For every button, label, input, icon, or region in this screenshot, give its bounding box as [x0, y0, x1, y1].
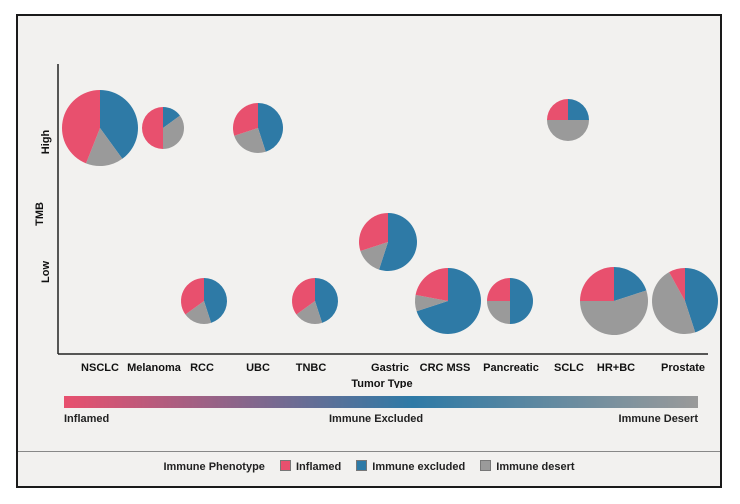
legend-label-immune-desert: Immune desert: [496, 461, 575, 473]
pie-slice-melanoma-immune-excluded: [163, 107, 180, 128]
legend-swatch-immune-desert: [480, 460, 492, 471]
x-axis-title: Tumor Type: [351, 378, 412, 388]
pie-slice-rcc-inflamed: [181, 278, 204, 315]
pie-slice-ubc-immune-desert: [234, 128, 266, 153]
pie-slice-ubc-inflamed: [233, 103, 258, 136]
bubble-pie-chart: Low High TMB NSCLC Melanoma RCC UBC TNBC Gastric…: [34, 64, 718, 388]
pie-slice-melanoma-inflamed: [142, 107, 163, 149]
legend: Immune Phenotype Inflamed Immune exclude…: [18, 460, 720, 473]
x-tick-label-ubc: UBC: [246, 362, 270, 374]
pie-slice-prostate-immune-excluded: [685, 268, 718, 333]
pie-slice-hr-bc-inflamed: [580, 267, 614, 301]
x-tick-label-rcc: RCC: [190, 362, 214, 374]
x-tick-label-hr-bc: HR+BC: [597, 362, 635, 374]
pie-slice-rcc-immune-excluded: [204, 278, 227, 323]
x-tick-label-nsclc: NSCLC: [81, 362, 119, 374]
pie-slice-crc-mss-inflamed: [415, 268, 448, 301]
legend-label-immune-excluded: Immune excluded: [372, 461, 466, 473]
gradient-label-immune-excluded: Immune Excluded: [329, 413, 424, 425]
pie-slice-sclc-inflamed: [547, 99, 568, 120]
x-tick-label-gastric: Gastric: [371, 362, 409, 374]
pie-slice-gastric-immune-desert: [360, 242, 388, 270]
figure-frame: Low High TMB NSCLC Melanoma RCC UBC TNBC Gastric…: [16, 14, 722, 488]
y-axis-title: TMB: [34, 202, 46, 226]
divider: [18, 451, 720, 452]
phenotype-gradient-bar: [64, 396, 698, 408]
x-tick-label-melanoma: Melanoma: [127, 362, 182, 374]
legend-swatch-inflamed: [280, 460, 291, 471]
pie-slice-tnbc-immune-excluded: [315, 278, 338, 323]
pie-slice-rcc-immune-desert: [185, 301, 212, 324]
legend-title: Immune Phenotype: [163, 460, 265, 473]
legend-label-inflamed: Inflamed: [296, 461, 342, 473]
gradient-label-inflamed: Inflamed: [64, 413, 110, 425]
y-tick-label-low: Low: [40, 261, 52, 283]
pie-slice-gastric-immune-excluded: [379, 213, 417, 271]
pie-slice-nsclc-inflamed: [61, 90, 100, 164]
pie-slice-nsclc-immune-excluded: [100, 90, 138, 159]
pie-slice-tnbc-immune-desert: [296, 301, 323, 324]
x-tick-label-tnbc: TNBC: [296, 362, 327, 374]
pie-slice-sclc-immune-desert: [547, 120, 589, 141]
pie-slice-prostate-inflamed: [669, 268, 685, 301]
pie-slice-gastric-inflamed: [359, 213, 388, 251]
legend-item-immune-desert: Immune desert: [480, 460, 575, 473]
y-tick-label-high: High: [40, 130, 52, 155]
pie-slice-pancreatic-inflamed: [487, 278, 510, 301]
pie-slice-prostate-immune-desert: [651, 272, 696, 335]
pie-slice-hr-bc-immune-excluded: [614, 267, 647, 301]
pie-slice-nsclc-immune-desert: [86, 128, 123, 167]
pie-slice-pancreatic-immune-excluded: [510, 278, 533, 324]
pie-slice-crc-mss-immune-excluded: [416, 268, 482, 334]
x-tick-label-sclc: SCLC: [554, 362, 584, 374]
x-tick-label-prostate: Prostate: [661, 362, 705, 374]
pie-slice-ubc-immune-excluded: [258, 103, 283, 152]
legend-swatch-immune-excluded: [356, 460, 368, 471]
gradient-label-immune-desert: Immune Desert: [618, 413, 698, 425]
pie-slice-pancreatic-immune-desert: [487, 301, 510, 324]
pie-slice-melanoma-immune-desert: [163, 115, 184, 149]
legend-item-inflamed: Inflamed: [280, 460, 341, 473]
x-tick-label-crc-mss: CRC MSS: [420, 362, 471, 374]
legend-item-immune-excluded: Immune excluded: [356, 460, 465, 473]
pie-slice-crc-mss-immune-desert: [415, 294, 448, 312]
pie-slice-tnbc-inflamed: [292, 278, 315, 315]
pie-slice-hr-bc-immune-desert: [580, 290, 648, 335]
pie-slice-sclc-immune-excluded: [568, 99, 589, 120]
x-tick-label-pancreatic: Pancreatic: [483, 362, 539, 374]
